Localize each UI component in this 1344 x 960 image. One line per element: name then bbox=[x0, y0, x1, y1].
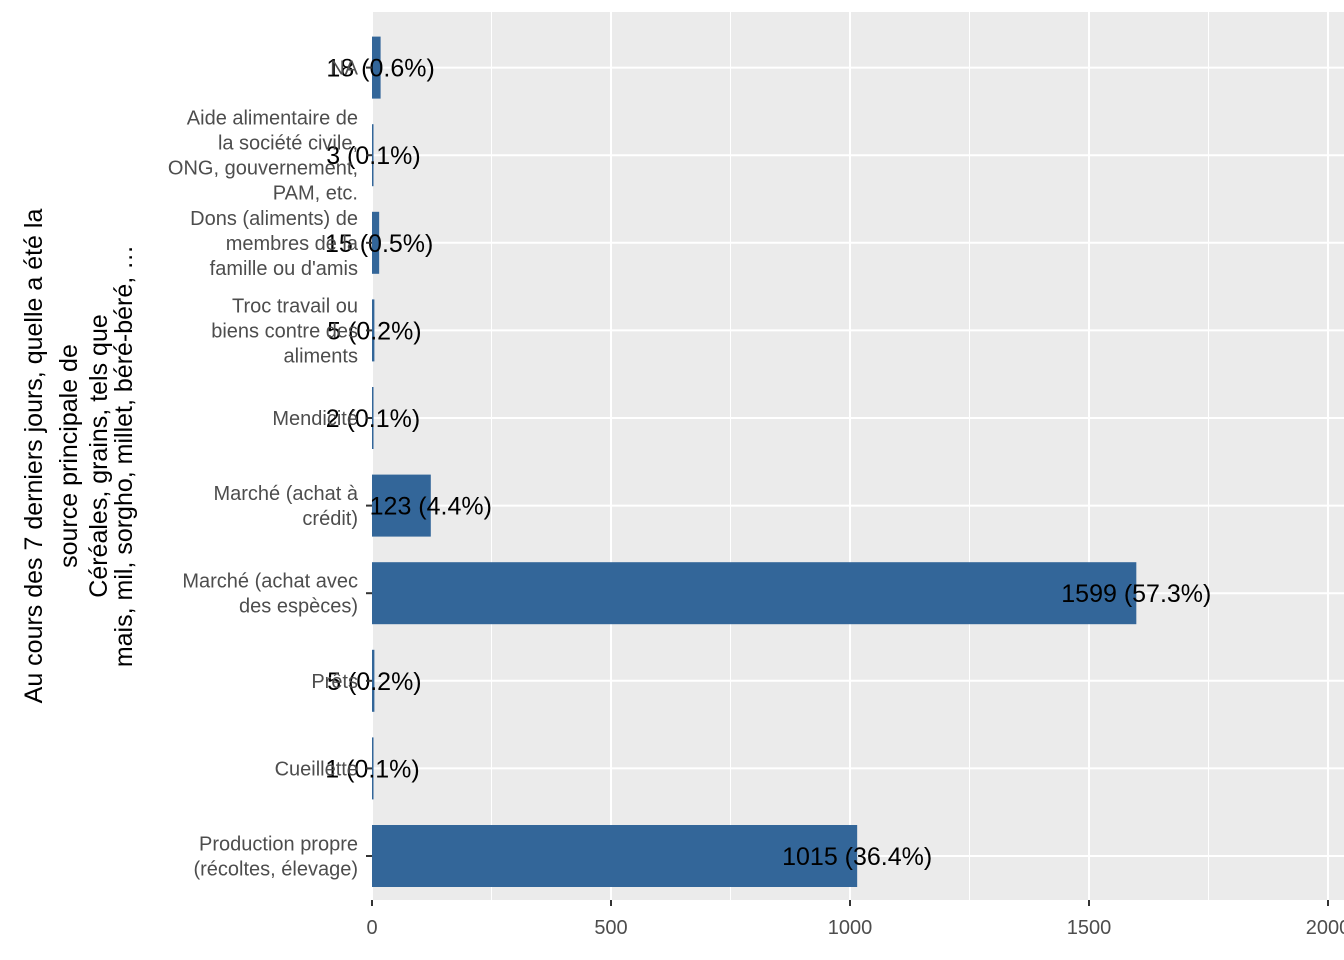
y-axis-title-line: source principale de bbox=[55, 344, 83, 568]
y-tick-label: Prêts bbox=[311, 671, 358, 693]
y-tick-label: membres de la bbox=[226, 233, 359, 255]
bar bbox=[372, 825, 858, 887]
y-tick-label: Production propre bbox=[199, 834, 358, 856]
y-tick-label: Aide alimentaire de bbox=[187, 108, 358, 130]
bar bbox=[372, 211, 380, 274]
y-tick-label: des espèces) bbox=[239, 596, 358, 618]
data-label: 5 (0.2%) bbox=[327, 668, 421, 696]
y-tick-label: Troc travail ou bbox=[232, 295, 358, 317]
bar bbox=[372, 562, 1137, 625]
y-tick-label: Mendicité bbox=[272, 408, 358, 430]
bar bbox=[372, 649, 375, 712]
x-tick-label: 2000 bbox=[1306, 917, 1344, 939]
y-tick-label: PAM, etc. bbox=[273, 183, 358, 205]
y-tick-label: NA bbox=[330, 58, 358, 80]
data-label: 123 (4.4%) bbox=[370, 493, 492, 521]
y-tick-label: Cueillette bbox=[275, 758, 358, 780]
y-tick-label: Marché (achat à bbox=[213, 483, 358, 505]
data-label: 1599 (57.3%) bbox=[1061, 580, 1211, 608]
x-tick-label: 1000 bbox=[828, 917, 873, 939]
y-axis-title-line: mais, mil, sorgho, millet, béré-béré, … bbox=[110, 245, 138, 667]
y-tick-label: ONG, gouvernement, bbox=[168, 158, 358, 180]
y-tick-label: crédit) bbox=[302, 508, 358, 530]
y-tick-label: famille ou d'amis bbox=[210, 258, 358, 280]
bar bbox=[372, 299, 375, 362]
data-label: 2 (0.1%) bbox=[326, 405, 420, 433]
bar bbox=[372, 474, 431, 537]
y-axis-title-line: Au cours des 7 derniers jours, quelle a … bbox=[20, 209, 48, 704]
y-tick-label: (récoltes, élevage) bbox=[193, 859, 358, 881]
y-axis-title-line: Céréales, grains, tels que bbox=[85, 314, 113, 597]
data-label: 1 (0.1%) bbox=[325, 755, 419, 783]
data-label: 5 (0.2%) bbox=[327, 317, 421, 345]
y-tick-label: Dons (aliments) de bbox=[190, 208, 358, 230]
data-label: 1015 (36.4%) bbox=[782, 843, 932, 871]
data-label: 18 (0.6%) bbox=[326, 55, 434, 83]
bar bbox=[372, 36, 381, 99]
bar bbox=[372, 737, 374, 800]
y-tick-label: la société civile, bbox=[218, 133, 358, 155]
x-tick-label: 500 bbox=[594, 917, 627, 939]
y-tick-label: Marché (achat avec bbox=[182, 571, 358, 593]
plot-panel bbox=[372, 12, 1344, 900]
x-tick-label: 0 bbox=[366, 917, 377, 939]
data-label: 15 (0.5%) bbox=[325, 230, 433, 258]
x-tick-label: 1500 bbox=[1067, 917, 1112, 939]
y-tick-label: aliments bbox=[284, 345, 358, 367]
data-label: 3 (0.1%) bbox=[326, 142, 420, 170]
bar bbox=[372, 387, 374, 449]
y-tick-label: biens contre des bbox=[211, 320, 358, 342]
bar bbox=[372, 124, 374, 187]
